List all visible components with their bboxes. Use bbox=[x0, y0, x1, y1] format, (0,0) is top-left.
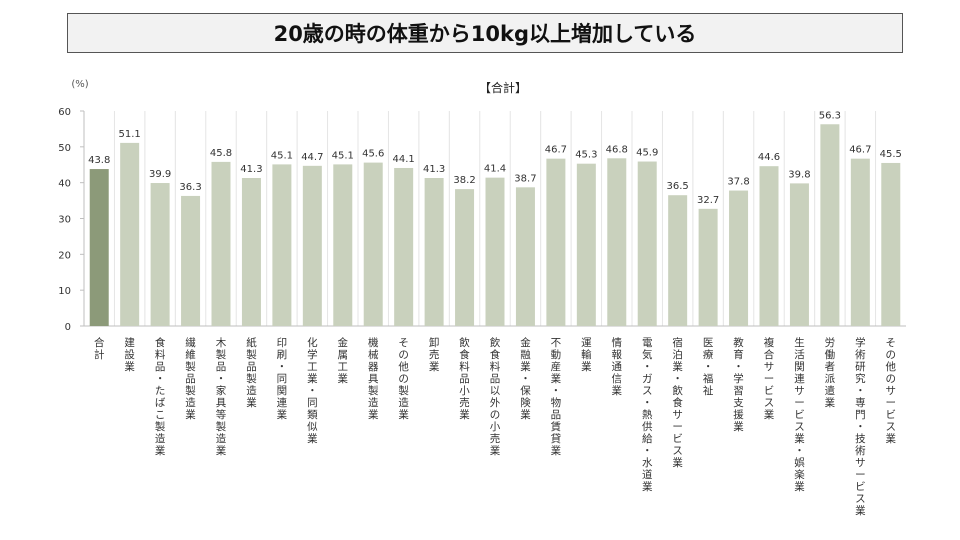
data-label: 46.7 bbox=[849, 145, 871, 156]
x-tick-label: 印刷・同関連業 bbox=[277, 337, 288, 421]
data-label: 45.8 bbox=[210, 148, 232, 159]
data-label: 37.8 bbox=[727, 177, 749, 188]
bar bbox=[546, 158, 566, 326]
data-label: 41.3 bbox=[423, 164, 445, 175]
bar bbox=[455, 189, 475, 326]
bar bbox=[211, 161, 231, 326]
bar bbox=[729, 190, 749, 326]
data-label: 38.7 bbox=[514, 173, 536, 184]
x-tick-label: 飲食料品以外の小売業 bbox=[490, 336, 501, 457]
x-tick-label: 卸売業 bbox=[429, 336, 440, 373]
bar bbox=[120, 142, 140, 326]
x-tick-label: 教育・学習支援業 bbox=[733, 336, 744, 433]
bar bbox=[515, 187, 535, 326]
x-tick-label: 化学工業・同類似業 bbox=[307, 336, 318, 445]
bar bbox=[89, 169, 109, 326]
x-tick-label: 木製品・家具等製造業 bbox=[216, 337, 227, 457]
data-label: 45.9 bbox=[636, 148, 658, 159]
data-label: 56.3 bbox=[819, 110, 841, 121]
bar bbox=[637, 161, 657, 326]
data-label: 45.3 bbox=[575, 150, 597, 161]
bar bbox=[668, 195, 688, 326]
x-tick-label: 紙製品製造業 bbox=[246, 336, 257, 409]
bar bbox=[302, 165, 322, 326]
data-label: 45.5 bbox=[880, 149, 902, 160]
data-label: 46.8 bbox=[606, 144, 628, 155]
x-tick-label: 宿泊業・飲食サービス業 bbox=[672, 336, 683, 469]
x-tick-label: 食料品・たばこ製造業 bbox=[155, 336, 166, 457]
data-label: 36.5 bbox=[667, 181, 689, 192]
plot-area: 0 10 20 30 40 50 60 43.8 合計 51.1 建設業 39.9 食料品・たばこ製造業… bbox=[58, 107, 906, 517]
chart-title: 【合計】 bbox=[479, 80, 527, 95]
data-label: 39.9 bbox=[149, 169, 171, 180]
y-tick-label: 20 bbox=[58, 250, 71, 261]
bar bbox=[759, 166, 779, 326]
data-label: 41.4 bbox=[484, 164, 506, 175]
y-tick-label: 40 bbox=[58, 179, 71, 190]
x-tick-label: 金属工業 bbox=[338, 336, 349, 385]
data-label: 41.3 bbox=[240, 164, 262, 175]
data-label: 44.7 bbox=[301, 152, 323, 163]
x-tick-label: 機械器具製造業 bbox=[368, 336, 379, 421]
data-label: 32.7 bbox=[697, 195, 719, 206]
x-tick-label: 医療・福祉 bbox=[703, 337, 714, 397]
bar bbox=[485, 177, 505, 326]
bar bbox=[363, 162, 383, 326]
x-tick-label: 合計 bbox=[94, 336, 105, 361]
bar bbox=[820, 124, 840, 326]
bar bbox=[576, 163, 596, 326]
bar bbox=[241, 178, 261, 326]
data-label: 39.8 bbox=[788, 169, 810, 180]
x-tick-label: 複合サービス業 bbox=[764, 336, 775, 421]
bar bbox=[607, 158, 627, 326]
bar bbox=[424, 178, 444, 326]
x-tick-label: 不動産業・物品賃貸業 bbox=[551, 337, 562, 457]
x-tick-label: 建設業 bbox=[124, 336, 135, 373]
data-label: 43.8 bbox=[88, 155, 110, 166]
data-label: 45.1 bbox=[332, 150, 354, 161]
x-tick-label: 学術研究・専門・技術サービス業 bbox=[855, 336, 866, 517]
data-label: 44.6 bbox=[758, 152, 780, 163]
bar bbox=[394, 167, 414, 326]
x-tick-label: 電気・ガス・熱供給・水道業 bbox=[642, 337, 653, 493]
x-tick-label: 繊維製品製造業 bbox=[185, 336, 196, 421]
bar bbox=[881, 162, 901, 326]
data-label: 45.1 bbox=[271, 150, 293, 161]
x-tick-label: 労働者派遣業 bbox=[825, 336, 836, 409]
x-tick-label: 生活関連サービス業・娯楽業 bbox=[794, 336, 805, 493]
bar bbox=[789, 183, 809, 326]
data-label: 44.1 bbox=[393, 154, 415, 165]
x-tick-label: 金融業・保険業 bbox=[520, 336, 531, 421]
data-label: 46.7 bbox=[545, 145, 567, 156]
x-tick-label: その他のサービス業 bbox=[886, 337, 897, 445]
bar bbox=[850, 158, 870, 326]
x-tick-label: 飲食料品小売業 bbox=[459, 336, 470, 421]
y-tick-label: 0 bbox=[65, 322, 71, 333]
page-title: 20歳の時の体重から10kg以上増加している bbox=[67, 13, 903, 53]
y-tick-label: 50 bbox=[58, 143, 71, 154]
data-label: 51.1 bbox=[119, 129, 141, 140]
data-label: 38.2 bbox=[453, 175, 475, 186]
y-tick-label: 30 bbox=[58, 215, 71, 226]
y-tick-label: 60 bbox=[58, 107, 71, 118]
x-tick-label: 運輸業 bbox=[581, 337, 592, 373]
x-tick-label: その他の製造業 bbox=[398, 337, 409, 421]
y-tick-label: 10 bbox=[58, 286, 71, 297]
bar bbox=[698, 208, 718, 326]
data-label: 45.6 bbox=[362, 149, 384, 160]
data-label: 36.3 bbox=[179, 182, 201, 193]
bar bbox=[150, 183, 170, 326]
x-tick-label: 情報通信業 bbox=[612, 336, 623, 397]
bar bbox=[272, 164, 292, 326]
bar bbox=[333, 164, 353, 326]
bar bbox=[181, 195, 201, 326]
y-axis-unit-label: (%) bbox=[71, 79, 88, 90]
